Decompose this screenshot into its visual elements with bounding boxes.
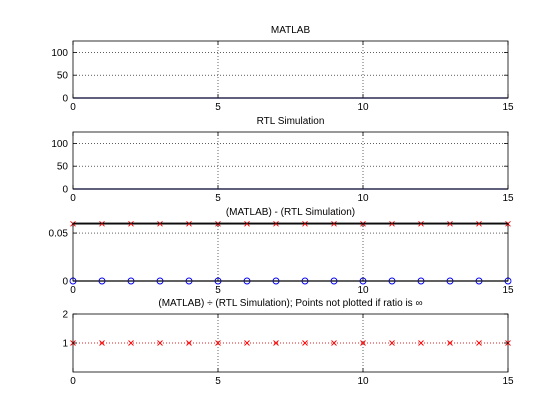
x-tick-label: 0	[70, 193, 76, 204]
axes-background	[73, 41, 508, 98]
y-tick-label: 100	[51, 139, 68, 150]
x-tick-label: 15	[502, 193, 514, 204]
x-tick-label: 15	[502, 376, 514, 387]
data-point-x-marker	[418, 221, 424, 227]
x-tick-label: 15	[502, 285, 514, 296]
x-tick-label: 5	[215, 102, 221, 113]
data-point-x-marker	[186, 340, 192, 346]
data-point-x-marker	[186, 221, 192, 227]
y-tick-label: 1	[62, 339, 68, 350]
data-point-x-marker	[331, 340, 337, 346]
subplot-title: RTL Simulation	[257, 116, 325, 127]
x-tick-label: 10	[357, 193, 369, 204]
data-point-x-marker	[128, 340, 134, 346]
data-point-x-marker	[157, 340, 163, 346]
data-point-x-marker	[244, 221, 250, 227]
data-point-x-marker	[99, 221, 105, 227]
x-tick-label: 10	[357, 376, 369, 387]
axes-box	[72, 131, 509, 190]
data-point-x-marker	[360, 340, 366, 346]
data-point-x-marker	[157, 221, 163, 227]
x-tick-label: 10	[357, 102, 369, 113]
x-tick-label: 10	[357, 285, 369, 296]
data-point-x-marker	[215, 340, 221, 346]
subplot-1: MATLAB 0 5 10 15 0 50 100	[51, 25, 514, 113]
data-point-x-marker	[476, 340, 482, 346]
data-point-x-marker	[244, 340, 250, 346]
y-tick-label: 100	[51, 48, 68, 59]
data-point-x-marker	[128, 221, 134, 227]
axes-box	[72, 222, 509, 282]
y-tick-label: 0.05	[49, 229, 69, 240]
subplot-title: (MATLAB) - (RTL Simulation)	[226, 207, 355, 218]
data-point-x-marker	[447, 340, 453, 346]
data-point-x-marker	[99, 340, 105, 346]
subplot-4: (MATLAB) ÷ (RTL Simulation); Points not …	[62, 298, 514, 387]
x-tick-label: 5	[215, 285, 221, 296]
y-tick-label: 2	[62, 310, 68, 321]
y-tick-label: 50	[57, 162, 69, 173]
data-point-x-marker	[302, 221, 308, 227]
data-point-x-marker	[273, 221, 279, 227]
y-tick-label: 50	[57, 71, 69, 82]
x-tick-label: 15	[502, 102, 514, 113]
subplot-3: (MATLAB) - (RTL Simulation) 0 5 10 15 0 0.05	[49, 207, 514, 296]
axes-background	[73, 223, 508, 281]
data-point-x-marker	[273, 340, 279, 346]
axes-box	[72, 40, 509, 99]
data-point-x-marker	[476, 221, 482, 227]
y-tick-label: 0	[62, 277, 68, 288]
x-tick-label: 0	[70, 376, 76, 387]
data-point-x-marker	[447, 221, 453, 227]
data-point-x-marker	[389, 340, 395, 346]
data-point-x-marker	[418, 340, 424, 346]
axes-background	[73, 132, 508, 189]
subplot-2: RTL Simulation 0 5 10 15 0 50 100	[51, 116, 514, 204]
data-point-x-marker	[389, 221, 395, 227]
x-tick-label: 0	[70, 285, 76, 296]
subplot-title: MATLAB	[271, 25, 311, 36]
x-tick-label: 5	[215, 376, 221, 387]
y-tick-label: 0	[62, 94, 68, 105]
data-point-x-marker	[331, 221, 337, 227]
x-tick-label: 5	[215, 193, 221, 204]
x-tick-label: 0	[70, 102, 76, 113]
subplot-title: (MATLAB) ÷ (RTL Simulation); Points not …	[158, 298, 422, 309]
y-tick-label: 0	[62, 185, 68, 196]
data-point-x-marker	[302, 340, 308, 346]
